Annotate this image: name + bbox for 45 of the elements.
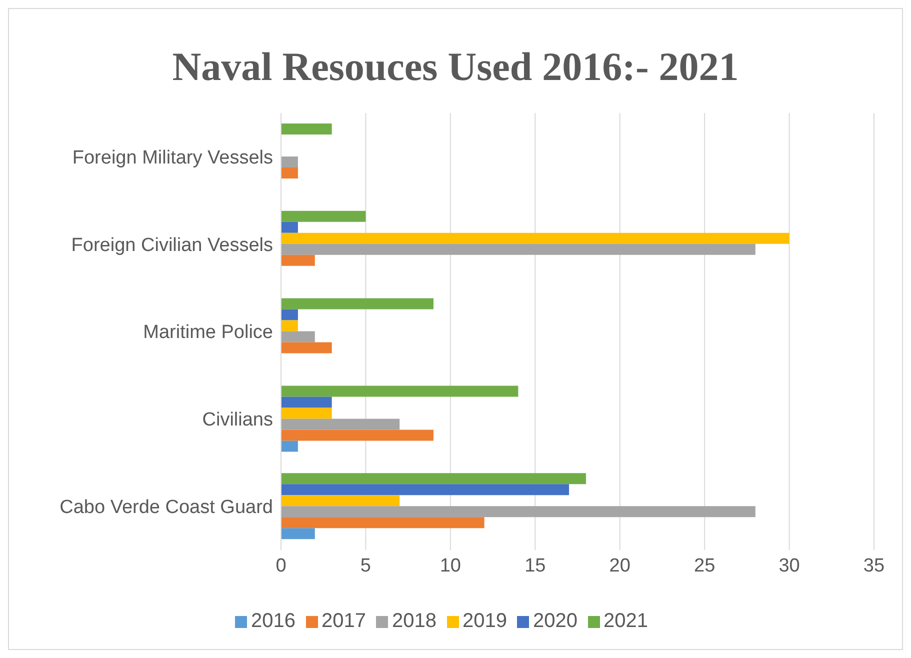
legend-label: 2020 <box>533 610 578 632</box>
bar <box>281 506 756 518</box>
bar <box>281 309 298 320</box>
bar <box>281 430 434 441</box>
y-tick-label: Cabo Verde Coast Guard <box>60 497 273 518</box>
legend-label: 2021 <box>604 610 648 632</box>
y-tick-label: Foreign Civilian Vessels <box>71 234 273 256</box>
legend-label: 2016 <box>251 610 296 632</box>
bar <box>281 342 332 354</box>
legend-label: 2017 <box>322 610 366 632</box>
bar <box>281 222 298 233</box>
bar <box>281 418 400 430</box>
y-tick-label: Civilians <box>202 410 273 431</box>
bar <box>281 484 570 496</box>
x-tick-label: 15 <box>524 555 546 576</box>
bar <box>281 495 400 506</box>
x-tick-label: 30 <box>778 555 800 576</box>
x-tick-label: 0 <box>276 555 286 576</box>
bar <box>281 123 332 134</box>
legend-label: 2019 <box>462 610 507 632</box>
bar <box>281 517 484 528</box>
bar <box>281 254 315 266</box>
bar <box>281 440 298 452</box>
x-tick-label: 10 <box>440 555 461 576</box>
x-tick-label: 35 <box>863 555 885 576</box>
bar <box>281 298 434 310</box>
y-tick-label: Foreign Military Vessels <box>72 147 273 168</box>
chart-title: Naval Resouces Used 2016:- 2021 <box>171 43 740 91</box>
bar <box>281 331 315 342</box>
bar <box>281 156 298 168</box>
bar <box>281 528 315 540</box>
bar <box>281 396 332 408</box>
bar <box>281 232 790 244</box>
bar <box>281 386 518 397</box>
x-tick-label: 5 <box>360 555 372 576</box>
x-tick-label: 25 <box>694 555 716 576</box>
bar <box>281 210 366 222</box>
bar <box>281 167 298 178</box>
bar <box>281 473 586 484</box>
bar <box>281 408 332 419</box>
bar <box>281 320 298 332</box>
bar <box>281 244 756 255</box>
y-tick-label: Maritime Police <box>143 322 273 344</box>
x-tick-label: 20 <box>609 555 630 576</box>
legend-label: 2018 <box>392 610 436 632</box>
